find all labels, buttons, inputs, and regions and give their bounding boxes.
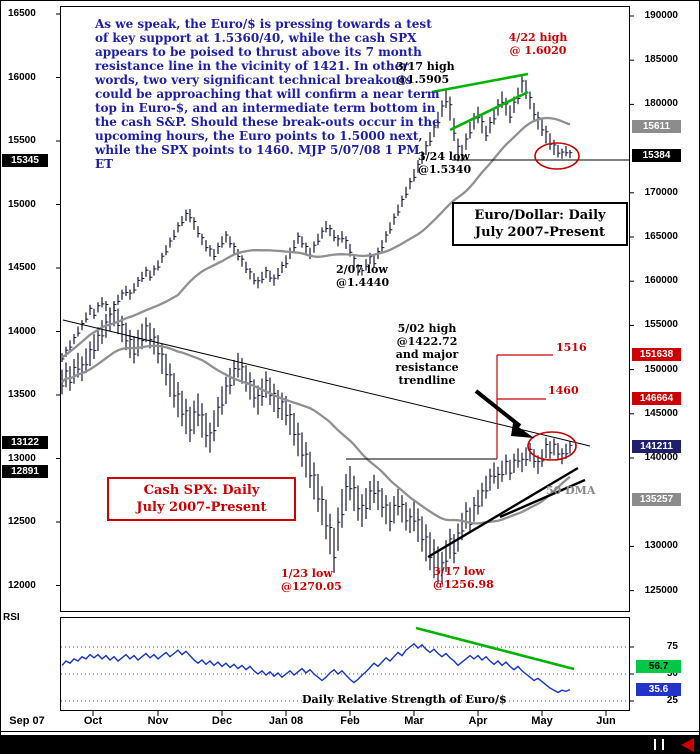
scrollbar-mark	[662, 739, 664, 750]
scrollbar-mark	[654, 739, 656, 750]
horizontal-scrollbar[interactable]	[0, 735, 700, 754]
scroll-left-arrow-icon[interactable]	[681, 738, 694, 752]
